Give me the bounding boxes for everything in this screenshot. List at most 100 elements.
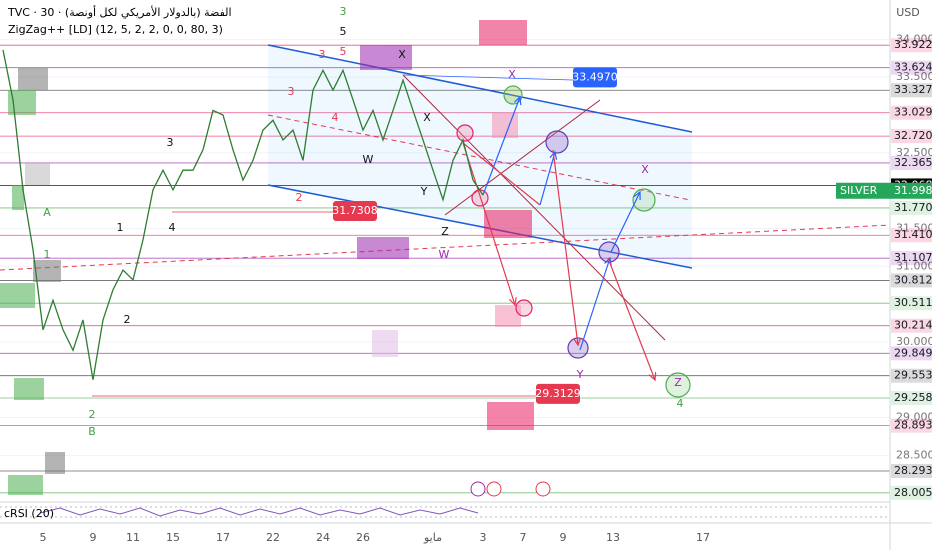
y-tick-label: 31.5000 (896, 221, 932, 234)
level-label: 31.7708 (894, 201, 932, 214)
wave-label: 4 (332, 111, 339, 124)
indicator-label: cRSI (20) (4, 507, 54, 520)
wave-label: 1 (117, 221, 124, 234)
wave-label: W (439, 248, 450, 261)
last-price-tag (836, 182, 932, 199)
wave-label: 3 (167, 136, 174, 149)
level-tag (891, 228, 932, 243)
level-tag (891, 105, 932, 120)
wave-label: 5 (340, 45, 347, 58)
trend-line (402, 74, 666, 341)
event-icon[interactable] (470, 481, 486, 497)
level-label: 32.3659 (894, 156, 932, 169)
y-tick-label: 34.0000 (896, 32, 932, 45)
level-tag (891, 318, 932, 333)
level-label: 29.8490 (894, 346, 932, 359)
level-label: 33.6249 (894, 61, 932, 74)
x-tick-label: 24 (316, 531, 330, 544)
level-label: 31.1070 (894, 251, 932, 264)
tag-line (402, 74, 574, 81)
wave-label: W (363, 153, 374, 166)
y-tick-label: 28.5000 (896, 448, 932, 461)
event-icon[interactable] (486, 481, 502, 497)
price-tag (573, 67, 617, 88)
level-label: 28.2936 (894, 464, 932, 477)
wave-label: 3 (319, 48, 326, 61)
level-tag (891, 251, 932, 266)
level-tag (891, 38, 932, 53)
wave-label: 3 (340, 5, 347, 18)
level-label: 29.5534 (894, 369, 932, 382)
channel-line (267, 184, 693, 269)
x-tick-label: 15 (166, 531, 180, 544)
level-tag (891, 346, 932, 361)
x-tick-label: 17 (216, 531, 230, 544)
chart-title: TVC · 30 · الفضة (بالدولار الأمريكي لكل … (7, 5, 232, 19)
level-tag (891, 273, 932, 288)
wave-label: 2 (296, 191, 303, 204)
currency: USD (896, 6, 920, 19)
level-tag (891, 418, 932, 433)
last-price-name: SILVER (840, 184, 878, 197)
wave-label: 4 (677, 397, 684, 410)
level-label: 33.9225 (894, 38, 932, 51)
y-tick-label: 29.0000 (896, 411, 932, 424)
wave-label: 5 (340, 25, 347, 38)
wave-label: X (423, 111, 431, 124)
x-tick-label: 9 (90, 531, 97, 544)
y-tick-label: 33.5000 (896, 70, 932, 83)
price-tag-label: 33.4970 (572, 70, 618, 83)
indicator-title: ZigZag++ [LD] (12, 5, 2, 2, 0, 0, 80, 3) (8, 23, 223, 36)
x-tick-label: 13 (606, 531, 620, 544)
x-tick-label: 22 (266, 531, 280, 544)
x-tick-label: 11 (126, 531, 140, 544)
level-tag (891, 129, 932, 144)
event-icon[interactable] (535, 481, 551, 497)
wave-label: 4 (169, 221, 176, 234)
level-label: 29.2585 (894, 391, 932, 404)
y-tick-label: 31.0000 (896, 259, 932, 272)
event-icons[interactable] (470, 481, 551, 497)
rsi-pane: cRSI (20) (0, 501, 932, 524)
price-line (2, 49, 484, 380)
wave-label: 1 (44, 248, 51, 261)
price-tag-label: 29.3129 (535, 387, 581, 400)
x-tick-label: 7 (520, 531, 527, 544)
wave-label: B (88, 425, 96, 438)
level-tag (891, 200, 932, 215)
y-tick-label: 30.0000 (896, 335, 932, 348)
y-tick-label: 32.5000 (896, 146, 932, 159)
levels (0, 44, 890, 494)
wave-label: 2 (89, 408, 96, 421)
level-tag (891, 485, 932, 500)
x-tick-label: 9 (560, 531, 567, 544)
wave-label: X (641, 163, 649, 176)
level-tag (891, 60, 932, 75)
level-tag (891, 368, 932, 383)
x-tick-label: 17 (696, 531, 710, 544)
level-label: 28.8933 (894, 419, 932, 432)
x-tick-label: 3 (480, 531, 487, 544)
x-tick-label: 5 (40, 531, 47, 544)
drawings (0, 20, 891, 495)
wave-label: 2 (124, 313, 131, 326)
wave-label: Z (674, 376, 682, 389)
trend-line (444, 99, 601, 216)
price-tag (333, 200, 377, 221)
zones (0, 20, 534, 495)
wave-label: X (398, 48, 406, 61)
level-label: 30.8128 (894, 273, 932, 286)
wave-label: 3 (288, 85, 295, 98)
price-tag-label: 31.7308 (332, 204, 378, 217)
x-tick-label: مايو (423, 531, 442, 544)
level-label: 33.0297 (894, 106, 932, 119)
level-tag (891, 296, 932, 311)
wave-label: Y (576, 368, 584, 381)
price-tag (536, 383, 580, 404)
level-label: 30.5118 (894, 296, 932, 309)
wave-label: Y (420, 185, 428, 198)
